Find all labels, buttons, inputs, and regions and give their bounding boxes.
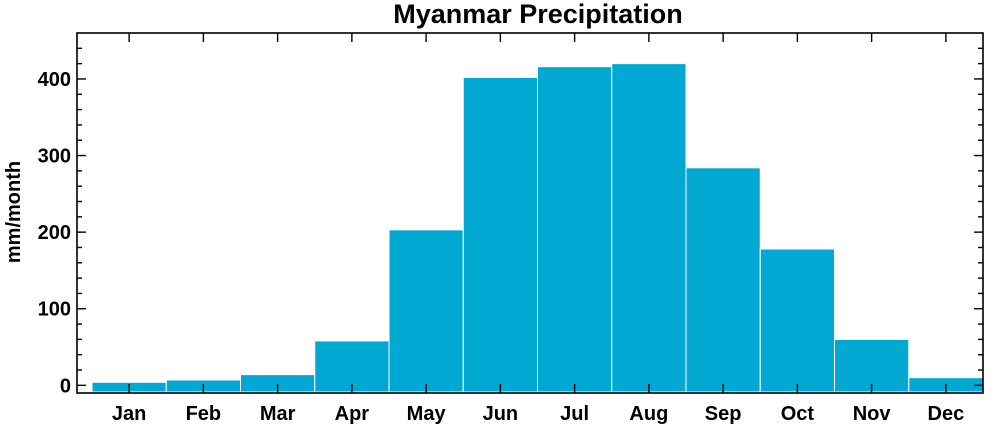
x-tick-label-sep: Sep bbox=[705, 403, 742, 425]
x-tick-label-mar: Mar bbox=[260, 403, 296, 425]
x-tick-label-oct: Oct bbox=[781, 403, 815, 425]
y-tick-label: 0 bbox=[60, 375, 71, 397]
y-tick-labels: 0 100 200 300 400 bbox=[38, 69, 71, 397]
bars-layer bbox=[91, 63, 984, 393]
x-tick-label-jul: Jul bbox=[560, 403, 589, 425]
x-tick-label-nov: Nov bbox=[853, 403, 892, 425]
bar-aug bbox=[611, 63, 687, 393]
bar-may bbox=[388, 229, 464, 393]
x-tick-labels: Jan Feb Mar Apr May Jun Jul Aug Sep Oct Nov Dec bbox=[112, 403, 964, 425]
plot-frame bbox=[76, 32, 984, 394]
x-tick-label-aug: Aug bbox=[629, 403, 668, 425]
ticks-layer bbox=[77, 33, 983, 393]
bar-jun bbox=[462, 76, 538, 393]
bar-jul bbox=[537, 66, 613, 393]
bar-oct bbox=[759, 248, 835, 393]
x-tick-label-may: May bbox=[407, 403, 447, 425]
bar-nov bbox=[834, 338, 910, 393]
y-axis-label: mm/month bbox=[3, 161, 25, 263]
y-tick-label: 100 bbox=[38, 299, 71, 321]
x-tick-label-apr: Apr bbox=[335, 403, 370, 425]
x-tick-label-dec: Dec bbox=[928, 403, 965, 425]
y-tick-label: 400 bbox=[38, 69, 71, 91]
x-tick-label-jan: Jan bbox=[112, 403, 146, 425]
chart-title: Myanmar Precipitation bbox=[393, 0, 683, 29]
x-tick-label-feb: Feb bbox=[186, 403, 222, 425]
x-tick-label-jun: Jun bbox=[483, 403, 519, 425]
y-tick-label: 300 bbox=[38, 146, 71, 168]
y-tick-label: 200 bbox=[38, 222, 71, 244]
bar-sep bbox=[685, 167, 761, 393]
